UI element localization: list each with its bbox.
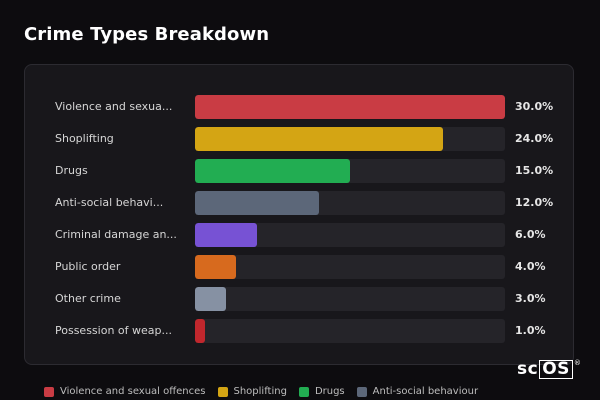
bar-label: Public order (55, 260, 121, 273)
bar-row: Shoplifting 24.0% (25, 127, 573, 151)
bar-row: Drugs 15.0% (25, 159, 573, 183)
bar-value-label: 24.0% (515, 132, 554, 145)
legend-swatch (217, 386, 228, 397)
bar-track (195, 255, 505, 279)
bar-value-label: 15.0% (515, 164, 554, 177)
bar (195, 319, 206, 343)
bar-value-label: 12.0% (515, 196, 554, 209)
bar-label: Drugs (55, 164, 88, 177)
bar-track (195, 127, 505, 151)
bar-rows: Violence and sexua... 30.0% Shoplifting 24.… (25, 65, 573, 364)
chart-panel: Violence and sexua... 30.0% Shoplifting 24.… (24, 64, 574, 365)
legend-item: Anti-social behaviour (356, 386, 479, 397)
legend-label: Drugs (314, 386, 345, 397)
bar-track (195, 95, 505, 119)
legend-label: Anti-social behaviour (372, 386, 479, 397)
bar-label: Shoplifting (55, 132, 114, 145)
legend-item: Shoplifting (217, 386, 287, 397)
legend-label: Violence and sexual offences (60, 386, 206, 397)
bar-row: Other crime 3.0% (25, 287, 573, 311)
bar-row: Anti-social behavi... 12.0% (25, 191, 573, 215)
bar-label: Violence and sexua... (55, 100, 173, 113)
bar-row: Criminal damage an... 6.0% (25, 223, 573, 247)
bar (195, 127, 443, 151)
bar-track (195, 191, 505, 215)
legend-item: Violence and sexual offences (44, 386, 206, 397)
bar-track (195, 287, 505, 311)
bar-label: Other crime (55, 292, 121, 305)
logo-text-plain: sc (517, 359, 539, 379)
bar (195, 95, 505, 119)
bar-label: Anti-social behavi... (55, 196, 164, 209)
bar-track (195, 319, 505, 343)
bar (195, 159, 350, 183)
legend-swatch (298, 386, 309, 397)
logo-text-boxed: OS (539, 359, 573, 379)
bar-track (195, 159, 505, 183)
bar (195, 255, 237, 279)
bar-value-label: 6.0% (515, 228, 546, 241)
bar-label: Possession of weap... (55, 324, 172, 337)
bar-row: Violence and sexua... 30.0% (25, 95, 573, 119)
legend-label: Shoplifting (233, 386, 287, 397)
legend-swatch (44, 386, 54, 397)
legend-swatch (356, 386, 367, 397)
bar (195, 191, 319, 215)
legend-item: Drugs (298, 386, 345, 397)
bar-label: Criminal damage an... (55, 228, 177, 241)
bar-value-label: 1.0% (515, 324, 546, 337)
bar-value-label: 4.0% (515, 260, 546, 273)
bar-value-label: 30.0% (515, 100, 554, 113)
registered-mark: ® (573, 359, 582, 367)
bar (195, 287, 226, 311)
bar-value-label: 3.0% (515, 292, 546, 305)
page-title: Crime Types Breakdown (24, 24, 270, 45)
brand-logo: sc OS ® (517, 359, 581, 379)
chart-legend: Violence and sexual offences Shoplifting D… (44, 386, 478, 397)
bar-row: Public order 4.0% (25, 255, 573, 279)
bar-row: Possession of weap... 1.0% (25, 319, 573, 343)
bar (195, 223, 257, 247)
bar-track (195, 223, 505, 247)
